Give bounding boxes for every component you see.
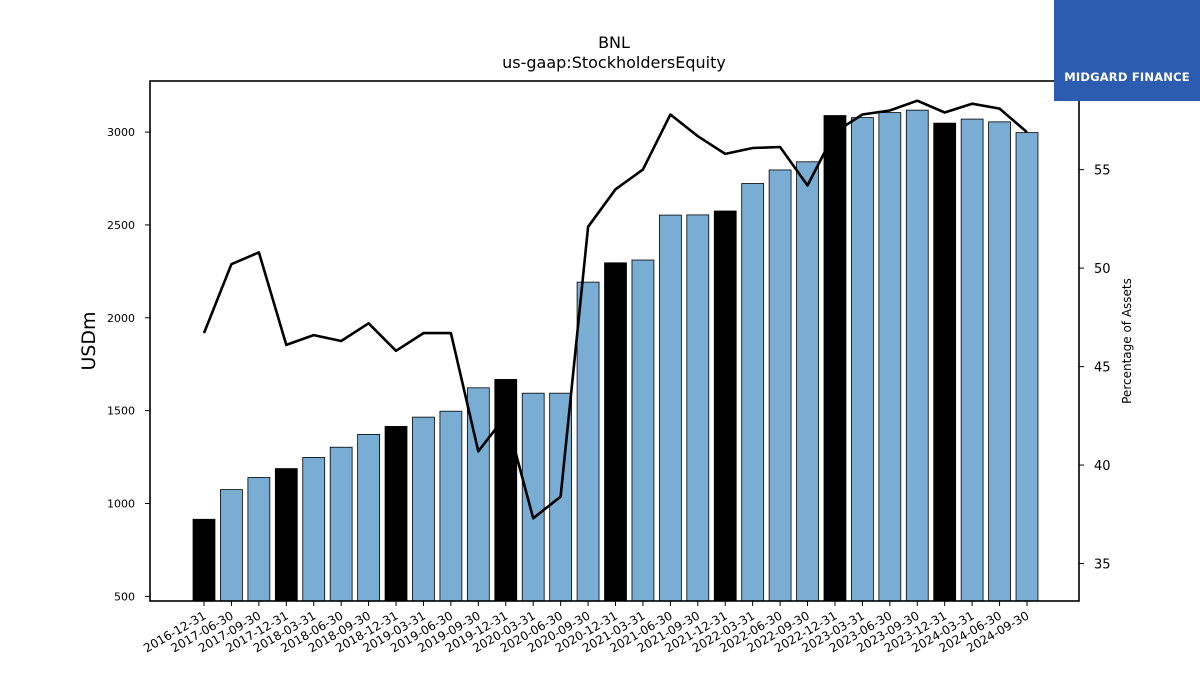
logo: MIDGARD FINANCE [1054,0,1200,101]
bar [905,109,929,602]
chart-subtitle: us-gaap:StockholdersEquity [502,53,726,72]
y-tick-label: 500 [114,590,135,603]
plot-frame [149,80,1080,602]
bar [631,259,655,602]
line-path [202,99,1028,520]
bar [521,392,545,602]
chart-title: BNL [598,33,630,52]
y2-tick-label: 35 [1094,558,1111,573]
y2-axis-ticks: 35 40 45 50 55 [1079,164,1111,573]
y-tick-label: 1500 [107,405,135,418]
y-tick-label: 1000 [107,498,135,511]
y-tick-label: 2500 [107,219,135,232]
logo-mark-icon [1054,0,1200,101]
bar [823,115,847,602]
bar [686,214,710,602]
line-series [202,99,1028,520]
y-tick-label: 2000 [107,312,135,325]
bar [384,426,408,602]
bar [933,122,957,602]
y-axis-label: USDm [78,311,100,370]
bar [960,118,984,602]
bar-series [192,109,1039,602]
bar [302,457,326,602]
logo-text: MIDGARD FINANCE [1064,70,1190,84]
y2-tick-label: 40 [1094,459,1111,474]
y2-axis-label: Percentage of Assets [1120,278,1134,404]
bar [768,169,792,602]
bar [576,281,600,602]
bar [604,262,627,602]
bar [247,477,271,602]
bar [192,518,216,602]
bar [851,117,874,602]
bar [439,410,463,602]
y2-tick-label: 55 [1094,164,1111,179]
bar [494,379,518,602]
x-axis-ticks: 2016-12-312017-06-302017-09-302017-12-31… [141,601,1032,655]
bar [412,416,435,602]
y2-tick-label: 45 [1094,361,1111,376]
y-axis-ticks: 500 1000 1500 2000 2500 3000 [107,126,150,603]
bar [357,434,380,602]
bar [878,112,902,602]
y2-tick-label: 50 [1094,262,1111,277]
bar [329,446,353,602]
bar [274,468,298,602]
bar [658,214,682,602]
bar [713,210,737,602]
bar [741,183,765,602]
bar [1015,132,1039,602]
bar [796,161,819,602]
bar [988,121,1011,602]
bar [220,489,243,602]
y-tick-label: 3000 [107,126,135,139]
